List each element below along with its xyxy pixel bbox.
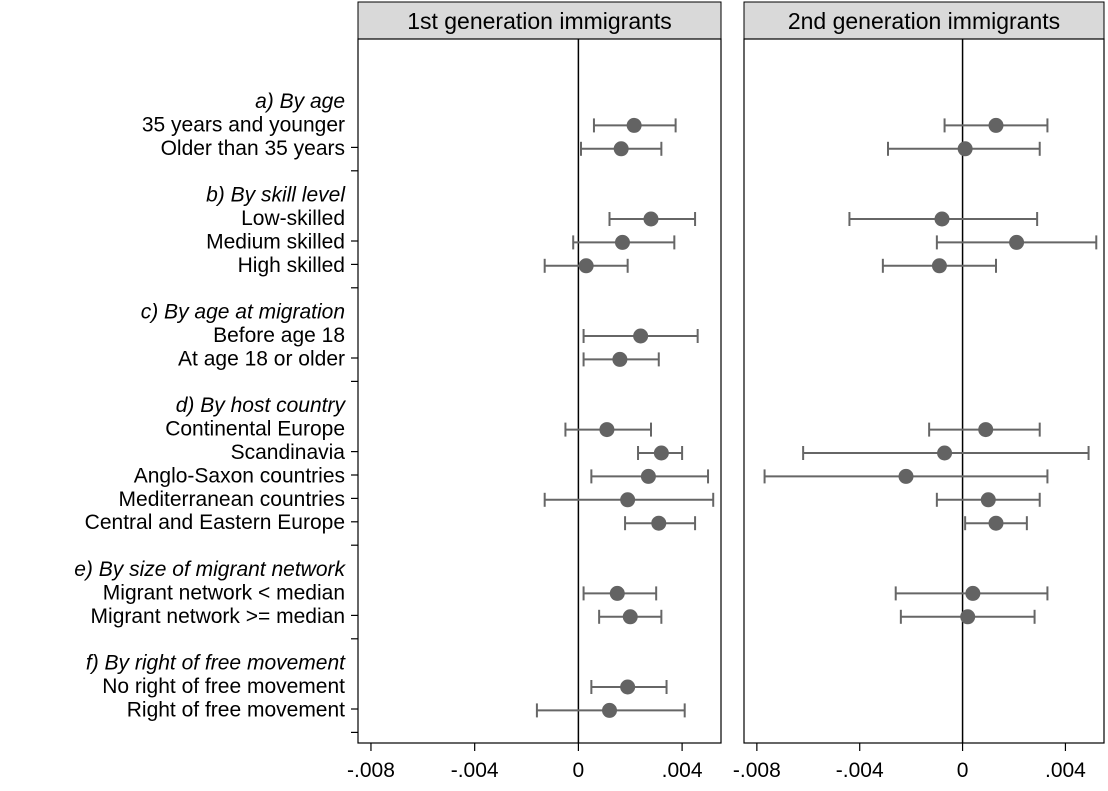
estimate-p1 <box>572 234 676 250</box>
estimate-p2 <box>894 585 1049 601</box>
estimate-p1 <box>582 585 658 601</box>
x-tick-label: -.008 <box>733 759 781 782</box>
estimate-p1 <box>598 609 663 625</box>
estimate-p2 <box>881 258 997 274</box>
point-estimate <box>980 492 996 508</box>
estimate-p1 <box>582 328 699 344</box>
estimate-p2 <box>899 609 1036 625</box>
point-estimate <box>612 351 628 367</box>
point-estimate <box>640 468 656 484</box>
point-estimate <box>609 585 625 601</box>
estimate-p1 <box>590 468 710 484</box>
y-tick-label: Migrant network < median <box>103 581 345 604</box>
estimate-p1 <box>592 117 677 133</box>
point-estimate <box>931 258 947 274</box>
group-heading: e) By size of migrant network <box>74 558 346 581</box>
point-estimate <box>937 445 953 461</box>
estimate-p1 <box>582 351 660 367</box>
estimate-p1 <box>579 141 663 157</box>
panel-title: 1st generation immigrants <box>407 8 672 34</box>
estimate-p2 <box>763 468 1049 484</box>
estimate-p2 <box>802 445 1090 461</box>
plot-frame <box>743 38 1105 744</box>
x-tick-label: -.004 <box>451 759 499 782</box>
point-estimate <box>599 422 615 438</box>
estimate-p2 <box>935 234 1098 250</box>
estimate-p1 <box>590 679 668 695</box>
point-estimate <box>651 515 667 531</box>
x-tick-label: .004 <box>1045 759 1086 782</box>
point-estimate <box>613 141 629 157</box>
estimate-p1 <box>543 258 629 274</box>
estimate-p1 <box>624 515 697 531</box>
point-estimate <box>614 234 630 250</box>
panel-1: 1st generation immigrants -.008 -.004 0 .004 <box>347 1 722 782</box>
y-tick-label: Continental Europe <box>165 418 345 441</box>
panel-title-band <box>357 1 722 40</box>
estimate-p2 <box>928 422 1041 438</box>
point-estimate <box>578 258 594 274</box>
point-estimate <box>988 117 1004 133</box>
y-tick-label: 35 years and younger <box>142 113 345 136</box>
estimate-p2 <box>943 117 1049 133</box>
estimate-p2 <box>935 492 1041 508</box>
point-estimate <box>653 445 669 461</box>
panel-title: 2nd generation immigrants <box>788 8 1060 34</box>
y-tick-label: Low-skilled <box>241 207 345 230</box>
panel-2: 2nd generation immigrants -.008 -.004 0 .004 <box>733 1 1105 782</box>
point-estimate <box>622 609 638 625</box>
y-tick-label: At age 18 or older <box>178 347 345 370</box>
point-estimate <box>620 679 636 695</box>
y-tick-label: Mediterranean countries <box>119 488 345 511</box>
y-tick-label: Scandinavia <box>231 441 346 464</box>
point-estimate <box>620 492 636 508</box>
point-estimate <box>602 702 618 718</box>
point-estimate <box>988 515 1004 531</box>
y-tick-label: Anglo-Saxon countries <box>134 464 345 487</box>
point-estimate <box>643 211 659 227</box>
group-heading: a) By age <box>255 90 345 113</box>
group-heading: f) By right of free movement <box>86 652 346 675</box>
point-estimate <box>960 609 976 625</box>
y-tick-label: Before age 18 <box>213 324 345 347</box>
y-tick-label: Migrant network >= median <box>91 605 345 628</box>
x-tick-label: .004 <box>662 759 703 782</box>
estimate-p1 <box>543 492 715 508</box>
estimate-p1 <box>637 445 684 461</box>
point-estimate <box>898 468 914 484</box>
estimate-p2 <box>887 141 1041 157</box>
point-estimate <box>633 328 649 344</box>
y-tick-label: Older than 35 years <box>161 137 345 160</box>
group-heading: c) By age at migration <box>141 301 345 324</box>
estimate-p2 <box>848 211 1039 227</box>
y-tick-label: No right of free movement <box>102 675 345 698</box>
point-estimate <box>1009 234 1025 250</box>
estimate-p1 <box>564 422 652 438</box>
estimate-p2 <box>964 515 1028 531</box>
y-tick-label: Right of free movement <box>127 698 345 721</box>
y-tick-label: Central and Eastern Europe <box>85 511 345 534</box>
x-tick-label: -.004 <box>836 759 884 782</box>
plot-frame <box>357 38 722 744</box>
group-heading: b) By skill level <box>206 184 346 207</box>
point-estimate <box>934 211 950 227</box>
point-estimate <box>626 117 642 133</box>
x-tick-label: -.008 <box>347 759 395 782</box>
y-tick-label: High skilled <box>238 254 345 277</box>
group-heading: d) By host country <box>176 394 347 417</box>
estimate-p1 <box>608 211 697 227</box>
estimate-p1 <box>535 702 686 718</box>
x-tick-label: 0 <box>573 759 585 782</box>
point-estimate <box>965 585 981 601</box>
y-tick-label: Medium skilled <box>206 230 345 253</box>
point-estimate <box>978 422 994 438</box>
x-tick-label: 0 <box>957 759 969 782</box>
point-estimate <box>957 141 973 157</box>
